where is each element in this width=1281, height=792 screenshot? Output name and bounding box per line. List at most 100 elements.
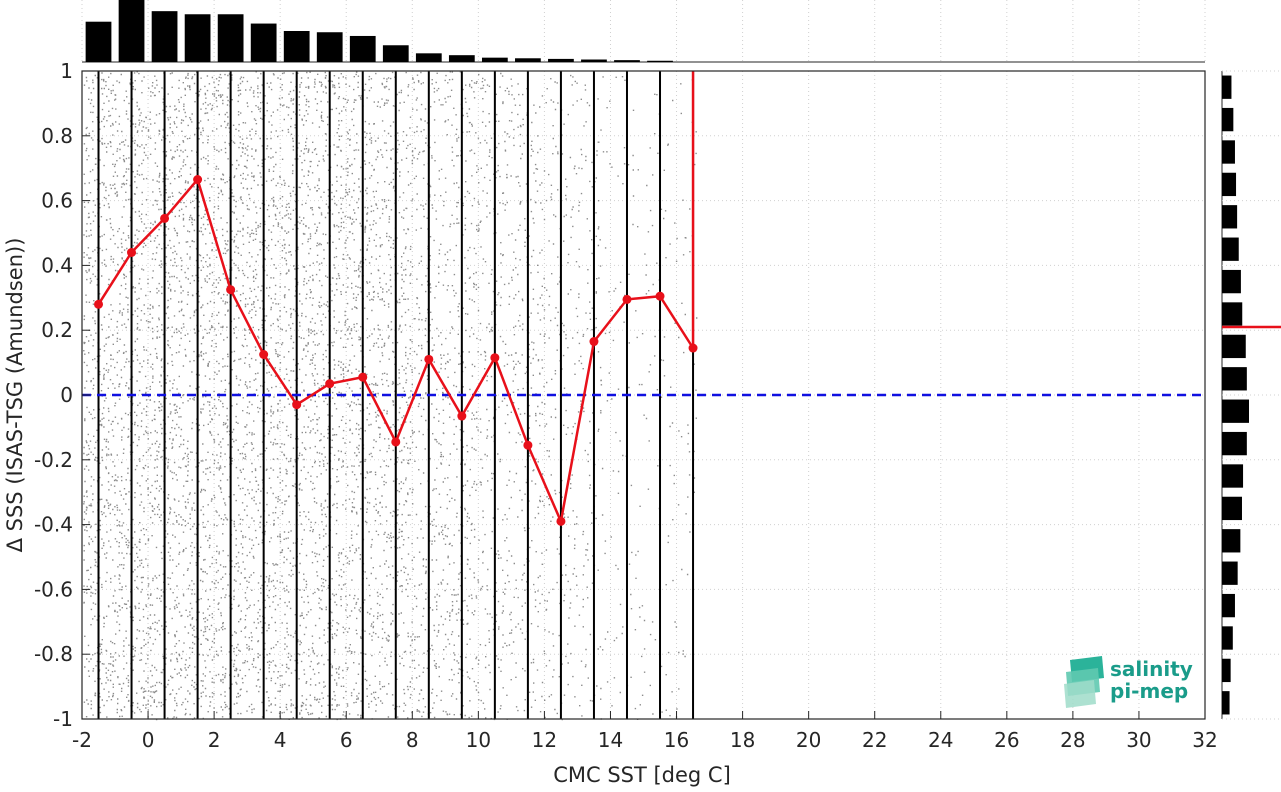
right-hist-bar — [1222, 269, 1241, 294]
scatter-point-column — [138, 72, 141, 711]
scatter-point-column — [147, 87, 150, 718]
scatter-point-column — [166, 93, 170, 719]
scatter-point-column — [232, 124, 236, 705]
scatter-point-column — [348, 85, 352, 715]
scatter-point-column — [562, 123, 566, 696]
scatter-point-column — [565, 178, 568, 658]
scatter-point-column — [604, 247, 607, 640]
scatter-point-column — [158, 91, 161, 704]
mean-series-point — [424, 354, 434, 364]
y-tick-label: 0.6 — [41, 189, 73, 213]
scatter-point-column — [682, 199, 685, 655]
scatter-point-column — [450, 71, 454, 697]
scatter-point-column — [91, 79, 95, 716]
x-tick-label: 24 — [928, 728, 953, 752]
scatter-point-column — [523, 142, 526, 712]
mean-series-point — [160, 213, 170, 223]
top-hist-bar — [316, 32, 343, 62]
x-tick-label: 14 — [598, 728, 623, 752]
scatter-point-column — [359, 95, 362, 720]
mean-series-point — [127, 247, 137, 257]
mean-series-point — [556, 516, 566, 526]
scatter-point-column — [577, 167, 581, 707]
scatter-point-column — [113, 94, 117, 672]
y-tick-label: 1 — [60, 59, 73, 83]
scatter-point-column — [311, 122, 315, 715]
scatter-point-column — [519, 104, 522, 630]
scatter-point-column — [643, 253, 646, 673]
x-tick-label: 12 — [532, 728, 557, 752]
scatter-point-column — [614, 76, 618, 639]
scatter-point-column — [688, 208, 691, 533]
scatter-point-column — [406, 84, 410, 719]
right-hist-bar — [1222, 399, 1249, 423]
y-axis-label: Δ SSS (ISAS-TSG (Amundsen)) — [3, 238, 27, 553]
mean-series-point — [589, 337, 599, 347]
scatter-point-column — [144, 116, 148, 709]
scatter-point-column — [230, 74, 234, 685]
y-tick-label: 0 — [60, 383, 73, 407]
scatter-point-column — [435, 72, 438, 697]
scatter-point-column — [402, 101, 406, 712]
scatter-point-column — [381, 82, 384, 704]
y-tick-label: -0.4 — [34, 513, 73, 537]
scatter-point-column — [184, 76, 187, 716]
scatter-point-column — [446, 82, 449, 716]
top-hist-bar — [250, 23, 277, 63]
scatter-point-column — [444, 74, 447, 713]
scatter-point-column — [486, 84, 489, 615]
scatter-point-column — [556, 82, 559, 715]
top-hist-bar — [415, 53, 442, 62]
scatter-point-column — [171, 72, 174, 720]
right-hist-bar — [1222, 593, 1235, 618]
scatter-point-column — [686, 424, 690, 576]
mean-series — [94, 71, 698, 526]
scatter-point-column — [612, 290, 616, 679]
scatter-point-column — [109, 72, 113, 701]
mean-series-point — [292, 400, 302, 410]
scatter-point-column — [545, 88, 548, 667]
scatter-point-column — [667, 143, 670, 654]
logo-text-line1: salinity — [1110, 657, 1193, 681]
scatter-point-column — [662, 169, 666, 377]
scatter-point-column — [221, 94, 225, 718]
scatter-point-column — [673, 222, 676, 623]
mean-series-point — [325, 379, 335, 389]
top-hist-bar — [85, 21, 112, 62]
scatter-point-column — [530, 121, 533, 708]
x-tick-label: 16 — [664, 728, 689, 752]
scatter-point-column — [649, 147, 652, 687]
scatter-point-column — [363, 83, 367, 681]
right-hist-bar — [1222, 496, 1242, 521]
scatter-point-column — [601, 76, 605, 651]
scatter-point-column — [383, 77, 386, 688]
right-hist-bar — [1222, 529, 1241, 553]
scatter-point-column — [541, 95, 544, 698]
scatter-point-column — [366, 97, 369, 697]
scatter-point-column — [597, 98, 600, 650]
scatter-point-column — [313, 78, 317, 701]
scatter-point-column — [248, 89, 251, 708]
scatter-point-column — [389, 77, 393, 674]
mean-series-point — [655, 291, 665, 301]
scatter-point-column — [457, 136, 460, 684]
x-tick-label: 28 — [1060, 728, 1085, 752]
x-tick-label: 8 — [406, 728, 419, 752]
scatter-point-column — [573, 80, 576, 698]
scatter-point-column — [521, 93, 524, 670]
y-tick-label: 0.8 — [41, 124, 73, 148]
scatter-point-column — [656, 94, 659, 467]
mean-series-point — [193, 175, 203, 185]
scatter-point-column — [567, 113, 570, 686]
top-hist-bar — [581, 59, 607, 62]
scatter-point-column — [352, 76, 356, 704]
top-hist-bar — [184, 14, 211, 62]
scatter-point-column — [318, 81, 321, 719]
scatter-point-column — [346, 99, 349, 707]
top-hist-bar — [118, 0, 145, 62]
scatter-point-column — [550, 78, 553, 696]
scatter-point-column — [186, 72, 190, 703]
scatter-point-column — [122, 99, 126, 708]
scatter-point-column — [483, 79, 487, 719]
right-hist-bar — [1222, 464, 1244, 488]
